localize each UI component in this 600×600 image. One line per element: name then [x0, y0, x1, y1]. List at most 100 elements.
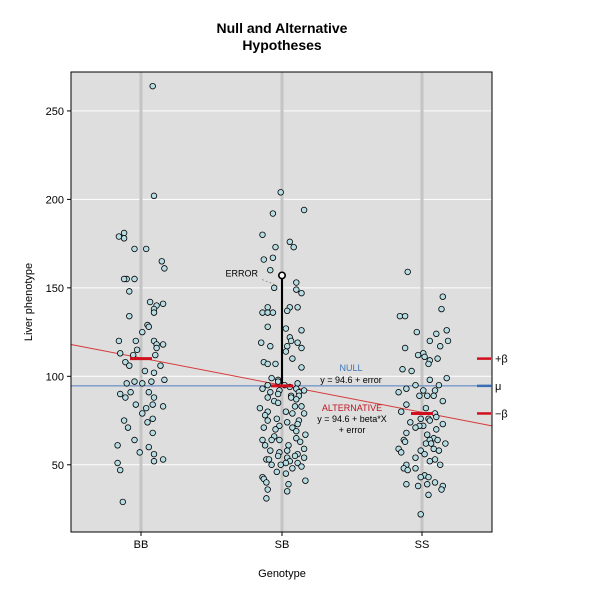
data-point-sb	[272, 243, 279, 251]
data-point-sb	[274, 399, 282, 407]
data-point-ss	[444, 337, 452, 345]
data-point-ss	[430, 392, 437, 399]
data-point-sb	[300, 410, 308, 417]
y-tick-label: 250	[46, 106, 64, 118]
data-point-sb	[271, 284, 278, 292]
data-point-ss	[430, 445, 437, 453]
data-point-sb	[259, 385, 266, 392]
data-point-bb	[142, 245, 150, 253]
data-point-sb	[298, 463, 305, 470]
data-point-sb	[294, 420, 301, 428]
data-point-bb	[157, 362, 164, 369]
data-point-ss	[401, 438, 409, 445]
data-point-ss	[443, 374, 450, 382]
x-axis-label: Genotype	[258, 568, 306, 580]
data-point-bb	[148, 378, 155, 385]
data-point-ss	[417, 447, 424, 454]
data-point-sb	[302, 431, 309, 438]
data-point-ss	[434, 436, 441, 444]
data-point-sb	[294, 459, 301, 467]
data-point-bb	[120, 275, 128, 283]
data-point-sb	[282, 325, 290, 332]
data-point-bb	[149, 429, 156, 437]
data-point-bb	[132, 401, 139, 408]
data-point-sb	[293, 286, 300, 293]
data-point-ss	[431, 479, 439, 486]
data-point-ss	[438, 305, 445, 313]
data-point-ss	[422, 404, 430, 412]
data-point-ss	[420, 387, 427, 394]
data-point-ss	[426, 417, 433, 424]
data-point-ss	[401, 344, 409, 352]
data-point-sb	[282, 408, 290, 415]
data-point-bb	[131, 245, 138, 253]
data-point-ss	[442, 440, 449, 447]
data-point-bb	[124, 424, 132, 431]
data-point-sb	[293, 435, 300, 442]
data-point-ss	[398, 408, 405, 415]
data-point-bb	[116, 466, 124, 474]
right-marker-label-0: +β	[495, 354, 508, 366]
axes: 50 100 150 200 250 BB SB SS	[46, 71, 493, 551]
data-point-sb	[293, 427, 300, 435]
data-point-sb	[265, 456, 273, 463]
data-point-ss	[412, 381, 419, 389]
data-point-sb	[289, 424, 296, 431]
data-point-ss	[439, 397, 446, 405]
data-point-ss	[412, 424, 419, 431]
data-point-sb	[272, 360, 279, 368]
data-point-ss	[403, 429, 410, 437]
data-point-sb	[289, 465, 296, 472]
data-point-ss	[401, 312, 409, 320]
data-point-bb	[145, 323, 152, 330]
data-point-bb	[133, 346, 141, 353]
null-label: NULL	[339, 363, 362, 373]
data-point-sb	[264, 323, 271, 330]
data-point-ss	[424, 392, 431, 399]
data-point-ss	[425, 491, 432, 499]
data-point-bb	[149, 82, 156, 90]
data-point-ss	[403, 401, 410, 408]
data-point-ss	[426, 458, 433, 465]
data-point-bb	[131, 275, 138, 283]
y-axis-label: Liver phenotype	[23, 263, 35, 341]
data-point-ss	[434, 355, 441, 362]
data-point-ss	[425, 360, 432, 368]
data-point-ss	[412, 454, 419, 461]
data-point-bb	[150, 309, 158, 316]
data-point-sb	[300, 206, 308, 214]
data-point-sb	[284, 307, 291, 315]
data-point-sb	[300, 454, 308, 461]
data-point-sb	[290, 243, 297, 251]
data-point-bb	[144, 419, 151, 426]
data-point-sb	[264, 381, 271, 389]
alternative-equation-line-1: y = 94.6 + beta*X	[317, 414, 387, 424]
data-point-ss	[404, 466, 411, 474]
data-point-bb	[126, 362, 133, 369]
data-point-sb	[264, 360, 271, 368]
data-point-sb	[264, 417, 271, 424]
data-point-bb	[161, 376, 168, 384]
data-point-ss	[398, 449, 405, 456]
right-marker-label-2: −β	[495, 408, 508, 420]
y-tick-label: 150	[46, 283, 64, 295]
data-point-ss	[407, 419, 414, 426]
data-point-bb	[159, 456, 167, 463]
data-point-ss	[437, 461, 444, 468]
data-point-bb	[159, 341, 167, 348]
y-tick-label: 200	[46, 194, 64, 206]
data-point-bb	[129, 351, 137, 359]
data-point-ss	[437, 343, 444, 350]
data-point-sb	[282, 348, 290, 355]
error-label: ERROR	[225, 268, 258, 278]
data-point-bb	[120, 229, 128, 237]
data-point-ss	[404, 268, 411, 276]
data-point-sb	[298, 289, 305, 297]
data-point-ss	[431, 387, 439, 394]
data-point-sb	[284, 488, 291, 495]
error-leader-line	[261, 279, 278, 286]
data-point-sb	[267, 447, 274, 454]
data-point-bb	[126, 288, 133, 295]
data-point-ss	[422, 440, 430, 447]
alternative-label: ALTERNATIVE	[322, 403, 382, 413]
